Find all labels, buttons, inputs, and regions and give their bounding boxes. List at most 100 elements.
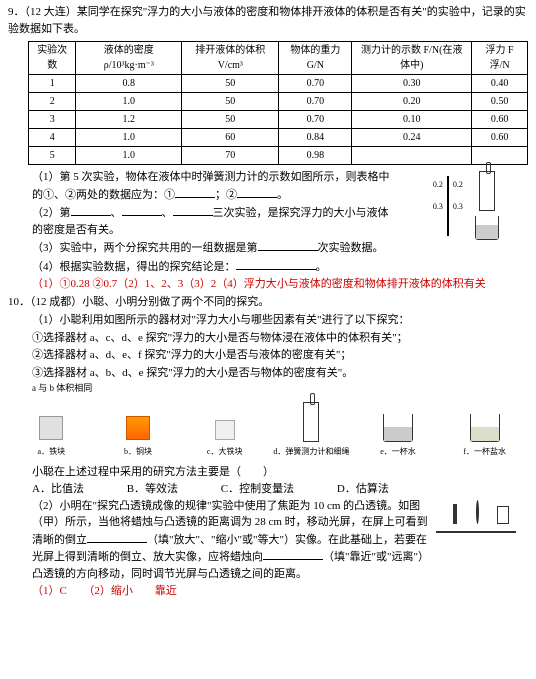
td: 1.0 [76,93,182,111]
td: 60 [182,129,279,147]
table-header-row: 实验次数 液体的密度 ρ/10³kg·m⁻³ 排开液体的体积 V/cm³ 物体的… [29,42,528,75]
th: 液体的密度 ρ/10³kg·m⁻³ [76,42,182,75]
opt-c: C．控制变量法 [221,481,294,498]
td: 0.70 [279,93,352,111]
label: a．铁块 [38,447,66,456]
td: 4 [29,129,76,147]
td: 2 [29,93,76,111]
q10-stem: 小聪、小明分别做了两个不同的探究。 [82,296,269,308]
td: 0.30 [352,75,472,93]
td [352,147,472,165]
spring-scale-icon [303,402,319,442]
label: f．一杯盐水 [463,447,506,456]
q10-optics-figure [436,500,526,560]
blank [173,204,213,216]
q9-src: （12 大连） [25,6,77,18]
water-beaker-icon [383,414,413,442]
td: 1 [29,75,76,93]
q10-p1: （1）小聪利用如图所示的器材对"浮力大小与哪些因素有关"进行了以下探究： [32,312,528,329]
table-row: 31.2500.700.100.60 [29,111,528,129]
q10-ask: 小聪在上述过程中采用的研究方法主要是（ ） [32,464,528,481]
q10-s2: ②选择器材 a、d、e、f 探究"浮力的大小是否与液体的密度有关"； [32,347,528,364]
th: 实验次数 [29,42,76,75]
label: c．大铁块 [207,447,243,456]
th: 排开液体的体积 V/cm³ [182,42,279,75]
td: 1.2 [76,111,182,129]
td: 3 [29,111,76,129]
td: 0.60 [472,129,528,147]
q10-header: 10．（12 成都）小聪、小明分别做了两个不同的探究。 [8,294,528,311]
blank [237,186,277,198]
text: （3）实验中，两个分探究共用的一组数据是第 [32,242,258,254]
td: 0.60 [472,111,528,129]
opt-b: B．等效法 [127,481,178,498]
q10-note: a 与 b 体积相同 [32,382,528,396]
q10-options: A．比值法 B．等效法 C．控制变量法 D．估算法 [32,481,528,498]
text: 次实验数据。 [318,242,384,254]
q9-num: 9． [8,6,25,18]
fig-d: d．弹簧测力计和细绳 [268,402,355,458]
td: 50 [182,93,279,111]
fig-a: a．铁块 [8,416,95,458]
blank [236,258,316,270]
q9-figure: 0.2 0.3 0.2 0.3 [396,171,526,261]
q9-header: 9．（12 大连）某同学在探究"浮力的大小与液体的密度和物体排开液体的体积是否有… [8,4,528,37]
text: ；② [215,189,237,201]
td: 1.0 [76,147,182,165]
td: 0.10 [352,111,472,129]
th: 浮力 F浮/N [472,42,528,75]
td: 0.8 [76,75,182,93]
td: 5 [29,147,76,165]
td: 0.84 [279,129,352,147]
q10-num: 10． [8,296,30,308]
opt-d: D．估算法 [337,481,389,498]
td: 70 [182,147,279,165]
td: 1.0 [76,129,182,147]
table-row: 21.0500.700.200.50 [29,93,528,111]
big-iron-icon [215,420,235,440]
optical-bench-icon [436,531,516,533]
text: （2）第 [32,207,71,219]
blank [71,204,111,216]
q10-answer: （1）C （2）缩小 靠近 [32,583,528,600]
table-row: 10.8500.700.300.40 [29,75,528,93]
q9-table: 实验次数 液体的密度 ρ/10³kg·m⁻³ 排开液体的体积 V/cm³ 物体的… [28,41,528,165]
td: 0.70 [279,75,352,93]
blank [263,548,323,560]
text: 、 [162,207,173,219]
label: d．弹簧测力计和细绳 [273,447,349,456]
td: 0.40 [472,75,528,93]
td: 0.98 [279,147,352,165]
td: 0.50 [472,93,528,111]
fig-c: c．大铁块 [181,420,268,458]
text: 、 [111,207,122,219]
label: e．一杯水 [380,447,416,456]
blank [87,531,147,543]
blank [122,204,162,216]
lens-icon [476,500,479,524]
td: 50 [182,75,279,93]
td: 0.70 [279,111,352,129]
opt-a: A．比值法 [32,481,84,498]
th: 测力计的示数 F/N(在液体中) [352,42,472,75]
screen-icon [497,506,509,524]
td: 50 [182,111,279,129]
blank [258,239,318,251]
copper-block-icon [126,416,150,440]
table-row: 41.0600.840.240.60 [29,129,528,147]
q10-s1: ①选择器材 a、c、d、e 探究"浮力的大小是否与物体浸在液体中的体积有关"； [32,330,528,347]
q10-src: （12 成都） [30,296,82,308]
q10-figure-row: a．铁块 b．铜块 c．大铁块 d．弹簧测力计和细绳 e．一杯水 f．一杯盐水 [8,402,528,458]
fig-e: e．一杯水 [355,414,442,458]
candle-icon [453,504,457,524]
q9-answer: （1）①0.28 ②0.7（2）1、2、3（3）2（4）浮力大小与液体的密度和物… [32,276,528,293]
td [472,147,528,165]
fig-f: f．一杯盐水 [441,414,528,458]
fig-b: b．铜块 [95,416,182,458]
text: 。 [316,261,327,273]
salt-beaker-icon [470,414,500,442]
th: 物体的重力 G/N [279,42,352,75]
scale-detail-icon: 0.2 0.3 0.2 0.3 [423,171,473,241]
q10-s3: ③选择器材 a、b、d、e 探究"浮力的大小是否与物体的密度有关"。 [32,365,528,382]
q9-stem: 某同学在探究"浮力的大小与液体的密度和物体排开液体的体积是否有关"的实验中，记录… [8,6,526,35]
